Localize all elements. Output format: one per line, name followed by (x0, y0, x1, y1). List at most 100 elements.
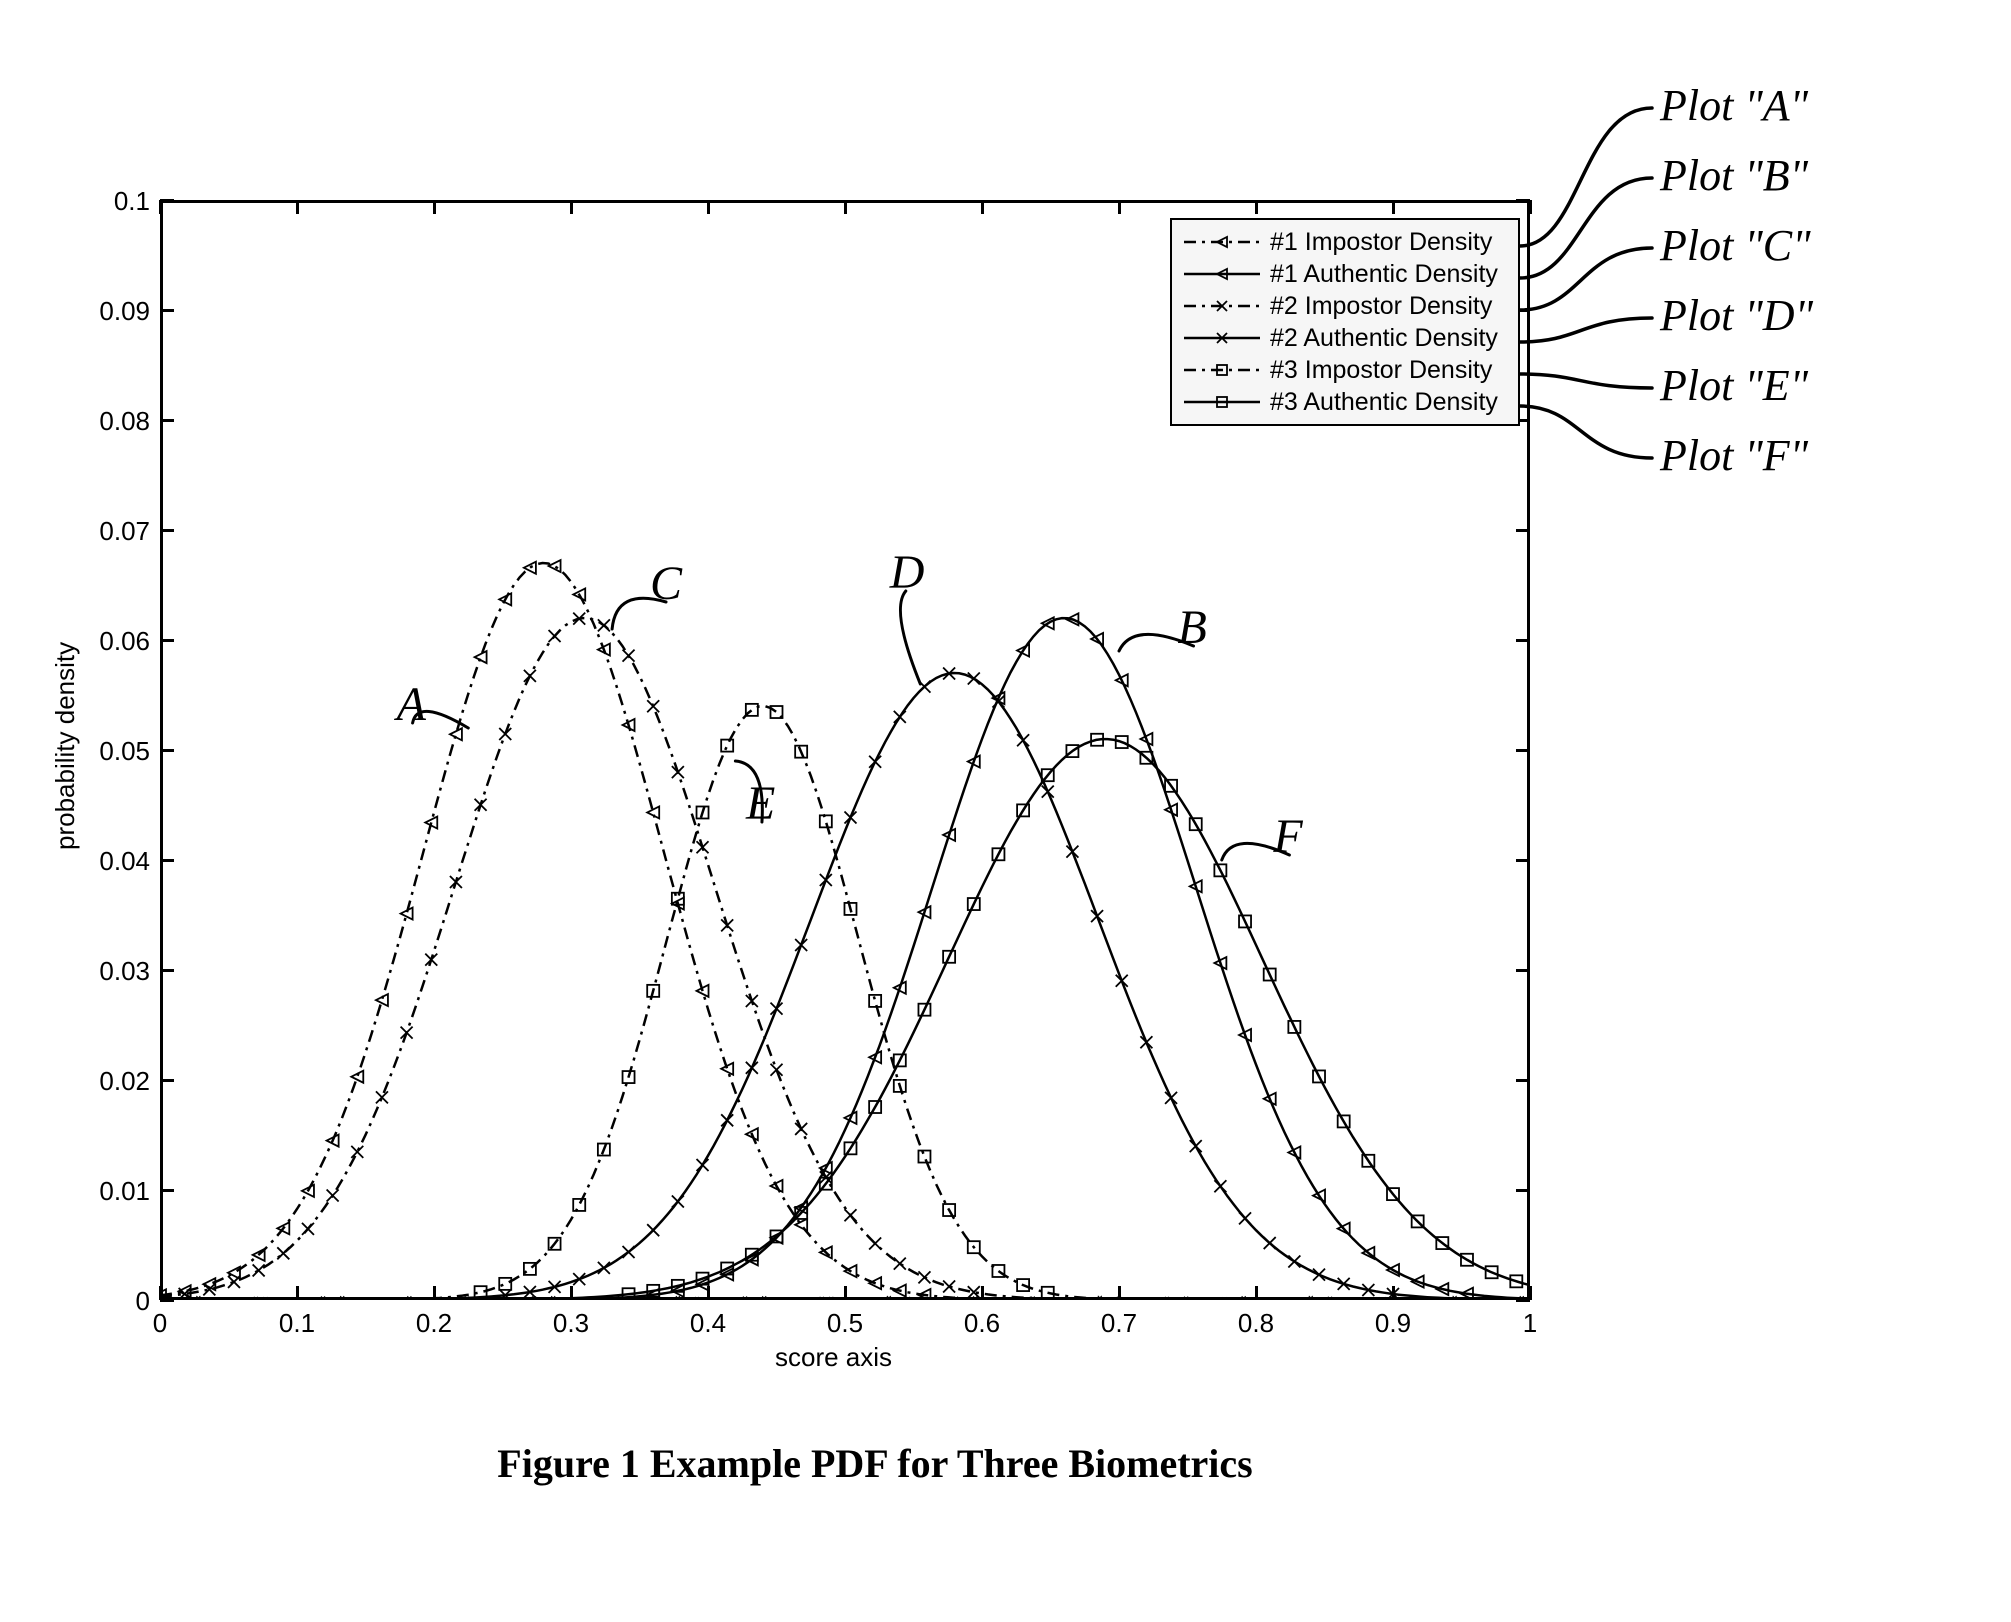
series-C-marker (425, 954, 437, 966)
legend-item: #3 Impostor Density (1182, 354, 1508, 386)
y-tick-label: 0.07 (70, 516, 150, 547)
series-D-marker (573, 1273, 585, 1285)
legend-item: #2 Impostor Density (1182, 290, 1508, 322)
curve-letter-F: F (1273, 809, 1302, 864)
x-tick-label: 0.8 (1226, 1308, 1286, 1339)
y-tick-label: 0.04 (70, 846, 150, 877)
series-C-marker (746, 995, 758, 1007)
series-C-marker (647, 700, 659, 712)
y-tick-label: 0.06 (70, 626, 150, 657)
series-C-marker (771, 1064, 783, 1076)
series-C-marker (844, 1209, 856, 1221)
series-C-marker (524, 670, 536, 682)
x-tick-label: 1 (1500, 1308, 1560, 1339)
x-tick-label: 0.7 (1089, 1308, 1149, 1339)
series-D-marker (721, 1114, 733, 1126)
series-D-marker (771, 1003, 783, 1015)
x-tick-label: 0.1 (267, 1308, 327, 1339)
external-plot-label: Plot "F" (1660, 430, 1808, 481)
series-C-marker (623, 650, 635, 662)
series-D-marker (918, 681, 930, 693)
series-D-marker (968, 673, 980, 685)
curve-letter-B: B (1178, 600, 1207, 655)
series-D-marker (598, 1262, 610, 1274)
series-C-marker (795, 1123, 807, 1135)
series-D-marker (820, 874, 832, 886)
series-C-marker (918, 1271, 930, 1283)
figure-caption: Figure 1 Example PDF for Three Biometric… (425, 1440, 1325, 1487)
series-C-marker (253, 1264, 265, 1276)
series-D-marker (1239, 1212, 1251, 1224)
legend-swatch (1182, 360, 1262, 380)
series-D-marker (697, 1159, 709, 1171)
series-C-marker (376, 1091, 388, 1103)
series-D-marker (672, 1195, 684, 1207)
series-D-marker (894, 711, 906, 723)
legend-label: #1 Impostor Density (1270, 228, 1492, 257)
x-tick-label: 0.2 (404, 1308, 464, 1339)
series-C-marker (894, 1258, 906, 1270)
legend-label: #2 Authentic Density (1270, 324, 1498, 353)
legend-swatch (1182, 392, 1262, 412)
y-tick-label: 0.01 (70, 1176, 150, 1207)
series-A-marker (549, 560, 561, 572)
series-C-marker (277, 1247, 289, 1259)
series-E-marker (721, 740, 733, 752)
legend: #1 Impostor Density #1 Authentic Density #… (1170, 218, 1520, 426)
series-D-marker (1313, 1269, 1325, 1281)
series-D-marker (1116, 975, 1128, 987)
legend-swatch (1182, 296, 1262, 316)
external-plot-label: Plot "B" (1660, 150, 1808, 201)
legend-item: #2 Authentic Density (1182, 322, 1508, 354)
series-C-marker (672, 766, 684, 778)
legend-label: #3 Impostor Density (1270, 356, 1492, 385)
series-C-marker (228, 1276, 240, 1288)
curve-letter-D: D (890, 545, 925, 600)
external-plot-label: Plot "D" (1660, 290, 1813, 341)
series-A-marker (475, 651, 487, 663)
series-E-marker (573, 1199, 585, 1211)
curve-letter-E: E (746, 776, 775, 831)
x-tick-label: 0.4 (678, 1308, 738, 1339)
series-C-marker (598, 619, 610, 631)
series-D-marker (1264, 1237, 1276, 1249)
legend-label: #1 Authentic Density (1270, 260, 1498, 289)
legend-item: #3 Authentic Density (1182, 386, 1508, 418)
series-D-marker (1190, 1140, 1202, 1152)
x-tick-label: 0.9 (1363, 1308, 1423, 1339)
series-C-marker (869, 1237, 881, 1249)
legend-swatch (1182, 264, 1262, 284)
series-D-marker (1042, 786, 1054, 798)
x-tick-label: 0.6 (952, 1308, 1012, 1339)
series-C-marker (401, 1027, 413, 1039)
series-C-marker (721, 919, 733, 931)
series-A-marker (795, 1219, 807, 1231)
x-tick-label: 0.5 (815, 1308, 875, 1339)
legend-label: #2 Impostor Density (1270, 292, 1492, 321)
series-C-marker (499, 728, 511, 740)
series-D-marker (1214, 1180, 1226, 1192)
series-C-marker (351, 1146, 363, 1158)
series-C-marker (943, 1280, 955, 1292)
curve-letter-A: A (397, 677, 426, 732)
external-plot-label: Plot "C" (1660, 220, 1811, 271)
y-tick-label: 0.02 (70, 1066, 150, 1097)
series-D-marker (1066, 846, 1078, 858)
series-E-marker (918, 1151, 930, 1163)
y-tick-label: 0.05 (70, 736, 150, 767)
legend-label: #3 Authentic Density (1270, 388, 1498, 417)
series-C-marker (475, 799, 487, 811)
series-C-marker (549, 630, 561, 642)
series-D-marker (647, 1224, 659, 1236)
series-E-marker (499, 1278, 511, 1290)
series-D-marker (1165, 1092, 1177, 1104)
external-plot-label: Plot "A" (1660, 80, 1808, 131)
series-D-marker (1091, 910, 1103, 922)
external-plot-label: Plot "E" (1660, 360, 1808, 411)
page: probability density score axis 00.10.20.… (0, 0, 2011, 1622)
series-D-marker (795, 939, 807, 951)
legend-swatch (1182, 232, 1262, 252)
y-tick-label: 0.03 (70, 956, 150, 987)
series-C-marker (302, 1223, 314, 1235)
y-tick-label: 0 (70, 1286, 150, 1317)
